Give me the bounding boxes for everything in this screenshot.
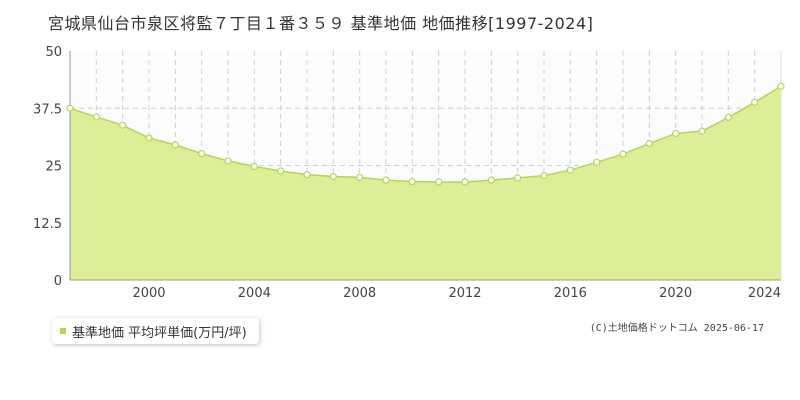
x-tick-label: 2024 (748, 286, 781, 301)
x-tick-label: 2020 (659, 286, 692, 301)
copyright-text: (C)土地価格ドットコム 2025-06-17 (589, 323, 764, 334)
x-tick-label: 2016 (554, 286, 587, 301)
data-point (382, 176, 390, 184)
series-line (69, 85, 782, 183)
data-point (66, 104, 74, 112)
x-tick-label: 2004 (238, 286, 271, 301)
legend: 基準地価 平均坪単価(万円/坪) (52, 318, 259, 344)
chart-title: 宮城県仙台市泉区将監７丁目１番３５９ 基準地価 地価推移[1997-2024] (48, 14, 594, 33)
data-point (329, 172, 337, 181)
data-point (277, 167, 285, 175)
y-tick-label: 12.5 (33, 217, 62, 232)
data-point (92, 113, 100, 121)
x-tick-label: 2000 (132, 286, 165, 301)
data-point (619, 150, 627, 158)
data-point (461, 178, 469, 186)
data-point (435, 178, 443, 186)
y-tick-label: 25 (45, 160, 62, 175)
data-point (145, 134, 153, 142)
data-point (198, 149, 206, 158)
data-point (593, 158, 601, 166)
data-point (698, 127, 706, 135)
data-point (119, 121, 127, 129)
data-point (171, 141, 179, 149)
y-tick-label: 37.5 (33, 102, 62, 117)
y-tick-label: 0 (54, 274, 62, 289)
data-point (487, 176, 495, 184)
data-point (250, 162, 258, 171)
legend-swatch (60, 328, 66, 334)
data-point (566, 166, 574, 174)
data-point (645, 139, 653, 148)
x-tick-label: 2008 (343, 286, 376, 301)
x-tick-label: 2012 (448, 286, 481, 301)
legend-label: 基準地価 平均坪単価(万円/坪) (72, 325, 247, 341)
data-point (514, 174, 522, 182)
data-point (303, 171, 311, 179)
data-point (408, 177, 416, 186)
data-point (540, 171, 548, 180)
data-point (672, 129, 680, 138)
data-point (777, 82, 785, 90)
data-point (356, 173, 364, 182)
data-point (224, 157, 232, 165)
data-point (751, 98, 759, 106)
y-tick-label: 50 (45, 45, 62, 60)
series-area (70, 86, 781, 281)
data-point (724, 113, 732, 122)
